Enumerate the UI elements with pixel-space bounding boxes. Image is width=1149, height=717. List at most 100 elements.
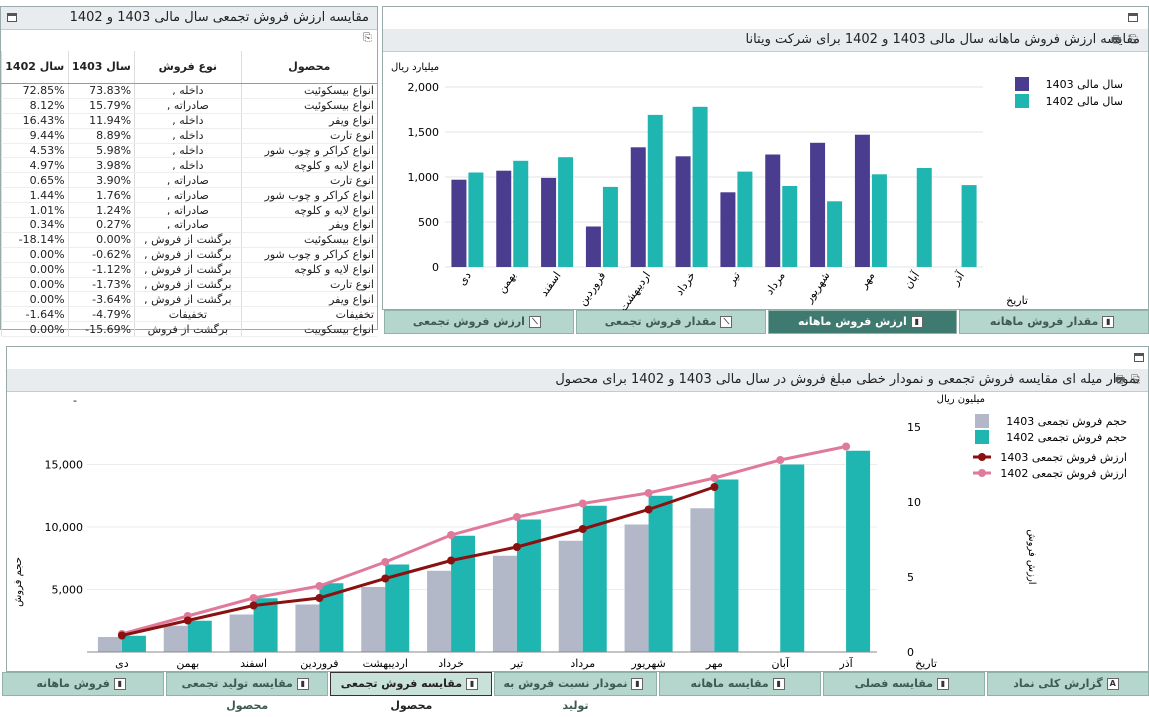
point-1403	[710, 483, 719, 491]
col-header-1403[interactable]: سال 1403	[67, 51, 135, 84]
bar-1403	[496, 170, 512, 267]
bottom-tab-bar: Aگزارش کلی نماد ▮مقایسه فصلی ▮مقایسه ماهان…	[0, 672, 1149, 712]
maximize-icon[interactable]	[1134, 353, 1144, 362]
legend-label: سال مالی 1403	[1046, 78, 1123, 91]
line-1403	[121, 485, 715, 637]
table-row[interactable]: 1.44% 1.76% صادراته , انواع کراکر و چوب شور	[1, 187, 377, 204]
legend-marker	[978, 453, 986, 461]
point-1402	[315, 582, 324, 590]
point-1402	[842, 442, 851, 451]
bar-teal-1402	[846, 450, 871, 652]
export-excel-icon[interactable]: ⎘	[1131, 373, 1140, 386]
export-excel-icon[interactable]: ⎘	[1129, 33, 1138, 46]
bar-chart-icon: ▮	[466, 678, 479, 690]
print-icon[interactable]: 🖶	[1115, 373, 1126, 386]
table-row[interactable]: 0.00% -15.69% برگشت از فروش انواع بیسکوییت	[1, 321, 377, 338]
cell-type: برگشت از فروش ,	[134, 247, 242, 263]
bar-grey-1403	[361, 587, 386, 652]
bar-teal-1402	[714, 479, 739, 652]
table-row[interactable]: 8.12% 15.79% صادراته , انواع بیسکوئیت	[1, 98, 377, 114]
x-tick-label: مرداد	[763, 269, 788, 297]
sales-share-table: سال 1402 سال 1403 نوع فروش محصول 72.85% 7…	[1, 51, 377, 338]
table-row[interactable]: 4.97% 3.98% داخله , انواع لایه و کلوچه	[1, 157, 377, 174]
point-1403	[249, 601, 258, 610]
table-row[interactable]: 1.01% 1.24% صادراته , انواع لایه و کلوچه	[1, 202, 377, 219]
top-tab-3[interactable]: ⟋ارزش فروش تجمعی	[384, 310, 574, 334]
legend-marker	[978, 469, 986, 477]
cell-type: داخله ,	[134, 157, 242, 174]
cumulative-chart-header: نمودار میله ای مقایسه فروش تجمعی و نمودا…	[7, 369, 1148, 392]
table-row[interactable]: 0.00% -3.64% برگشت از فروش , انواع ویفر	[1, 291, 377, 308]
bar-1402	[468, 172, 484, 267]
table-row[interactable]: 0.00% -1.73% برگشت از فروش , انوع تارت	[1, 277, 377, 293]
bottom-tab-2[interactable]: ▮مقایسه ماهانه	[658, 672, 821, 696]
bar-teal-1402	[516, 519, 541, 652]
bar-1402	[558, 157, 574, 267]
cell-product: انواع لایه و کلوچه	[240, 262, 377, 278]
bar-1402	[916, 168, 932, 267]
bottom-tab-4[interactable]: ▮مقایسه فروش تجمعی محصول	[330, 672, 493, 712]
table-row[interactable]: -1.64% -4.79% تخفیفات تخفیفات	[1, 306, 377, 323]
table-row[interactable]: 0.34% 0.27% صادراته , انواع ویفر	[1, 217, 377, 233]
print-icon[interactable]: 🖶	[1111, 33, 1122, 46]
line-chart-icon: ⟋	[528, 316, 541, 328]
maximize-icon[interactable]	[1128, 13, 1138, 22]
bottom-tab-1[interactable]: ▮مقایسه فصلی	[822, 672, 985, 696]
point-1402	[381, 558, 390, 566]
x-tick-label: بهمن	[495, 269, 519, 295]
cell-type: برگشت از فروش ,	[134, 232, 242, 248]
cumulative-chart-title: نمودار میله ای مقایسه فروش تجمعی و نمودا…	[555, 372, 1140, 387]
table-row[interactable]: 72.85% 73.83% داخله , انواع بیسکوئیت	[1, 83, 377, 99]
bottom-tab-6[interactable]: ▮فروش ماهانه	[2, 672, 165, 696]
bar-1402	[961, 185, 977, 267]
col-header-product[interactable]: محصول	[240, 51, 377, 84]
cell-1403: 0.00%	[67, 232, 135, 248]
legend-label: سال مالی 1402	[1046, 95, 1123, 108]
bottom-tab-5[interactable]: ▮مقایسه تولید تجمعی محصول	[166, 672, 329, 712]
x-tick-label: اردیبهشت	[363, 657, 408, 670]
legend-label: حجم فروش تجمعی 1403	[1006, 415, 1127, 428]
cell-1403: 5.98%	[67, 143, 135, 159]
point-1402	[776, 456, 785, 464]
col-header-type[interactable]: نوع فروش	[134, 51, 242, 84]
cell-type: داخله ,	[134, 143, 242, 159]
tab-label: مقایسه فصلی	[854, 677, 933, 690]
bottom-tab-0[interactable]: Aگزارش کلی نماد	[986, 672, 1149, 696]
table-row[interactable]: -18.14% 0.00% برگشت از فروش , انواع بیسکوئی…	[1, 232, 377, 248]
bar-1402	[513, 160, 529, 267]
cell-type: تخفیفات	[134, 306, 242, 323]
maximize-icon[interactable]	[7, 13, 17, 22]
export-excel-icon[interactable]: ⎘	[363, 31, 372, 44]
bar-1402	[602, 186, 618, 267]
table-row[interactable]: 0.00% -1.12% برگشت از فروش , انواع لایه و ک…	[1, 262, 377, 278]
cell-1403: 3.98%	[67, 157, 135, 174]
top-tab-0[interactable]: ▮مقدار فروش ماهانه	[959, 310, 1149, 334]
bar-1402	[782, 186, 798, 267]
line-chart-icon: ⟋	[720, 316, 733, 328]
top-tab-1[interactable]: ▮ارزش فروش ماهانه	[767, 310, 958, 334]
monthly-chart-topbar	[383, 7, 1148, 29]
cell-type: داخله ,	[134, 83, 242, 99]
col-header-1402[interactable]: سال 1402	[1, 51, 69, 84]
table-row[interactable]: 0.65% 3.90% صادراته , انوع تارت	[1, 172, 377, 189]
table-row[interactable]: 16.43% 11.94% داخله , انواع ویفر	[1, 113, 377, 129]
cell-1402: 0.00%	[1, 277, 69, 293]
bar-teal-1402	[648, 495, 673, 652]
bar-teal-1402	[253, 598, 278, 652]
legend-swatch	[975, 430, 989, 444]
point-1402	[710, 474, 719, 482]
y-tick-label: 15,000	[45, 459, 84, 472]
x-tick-label: تیر	[725, 269, 743, 287]
table-row[interactable]: 4.53% 5.98% داخله , انواع کراکر و چوب شور	[1, 143, 377, 159]
table-row[interactable]: 9.44% 8.89% داخله , انوع تارت	[1, 128, 377, 144]
top-tab-2[interactable]: ⟋مقدار فروش تجمعی	[575, 310, 766, 334]
table-row[interactable]: 0.00% -0.62% برگشت از فروش , انواع کراکر و …	[1, 247, 377, 263]
cell-product: انواع لایه و کلوچه	[240, 202, 377, 219]
cell-product: انوع تارت	[240, 172, 377, 189]
table-panel-header: مقایسه ارزش فروش تجمعی سال مالی 1403 و 1…	[1, 7, 377, 30]
bar-grey-1403	[229, 614, 254, 652]
bottom-tab-3[interactable]: ▮نمودار نسبت فروش به تولید	[494, 672, 657, 712]
cell-type: داخله ,	[134, 113, 242, 129]
bar-1403	[630, 147, 646, 267]
x-tick-label: مهر	[705, 657, 723, 670]
